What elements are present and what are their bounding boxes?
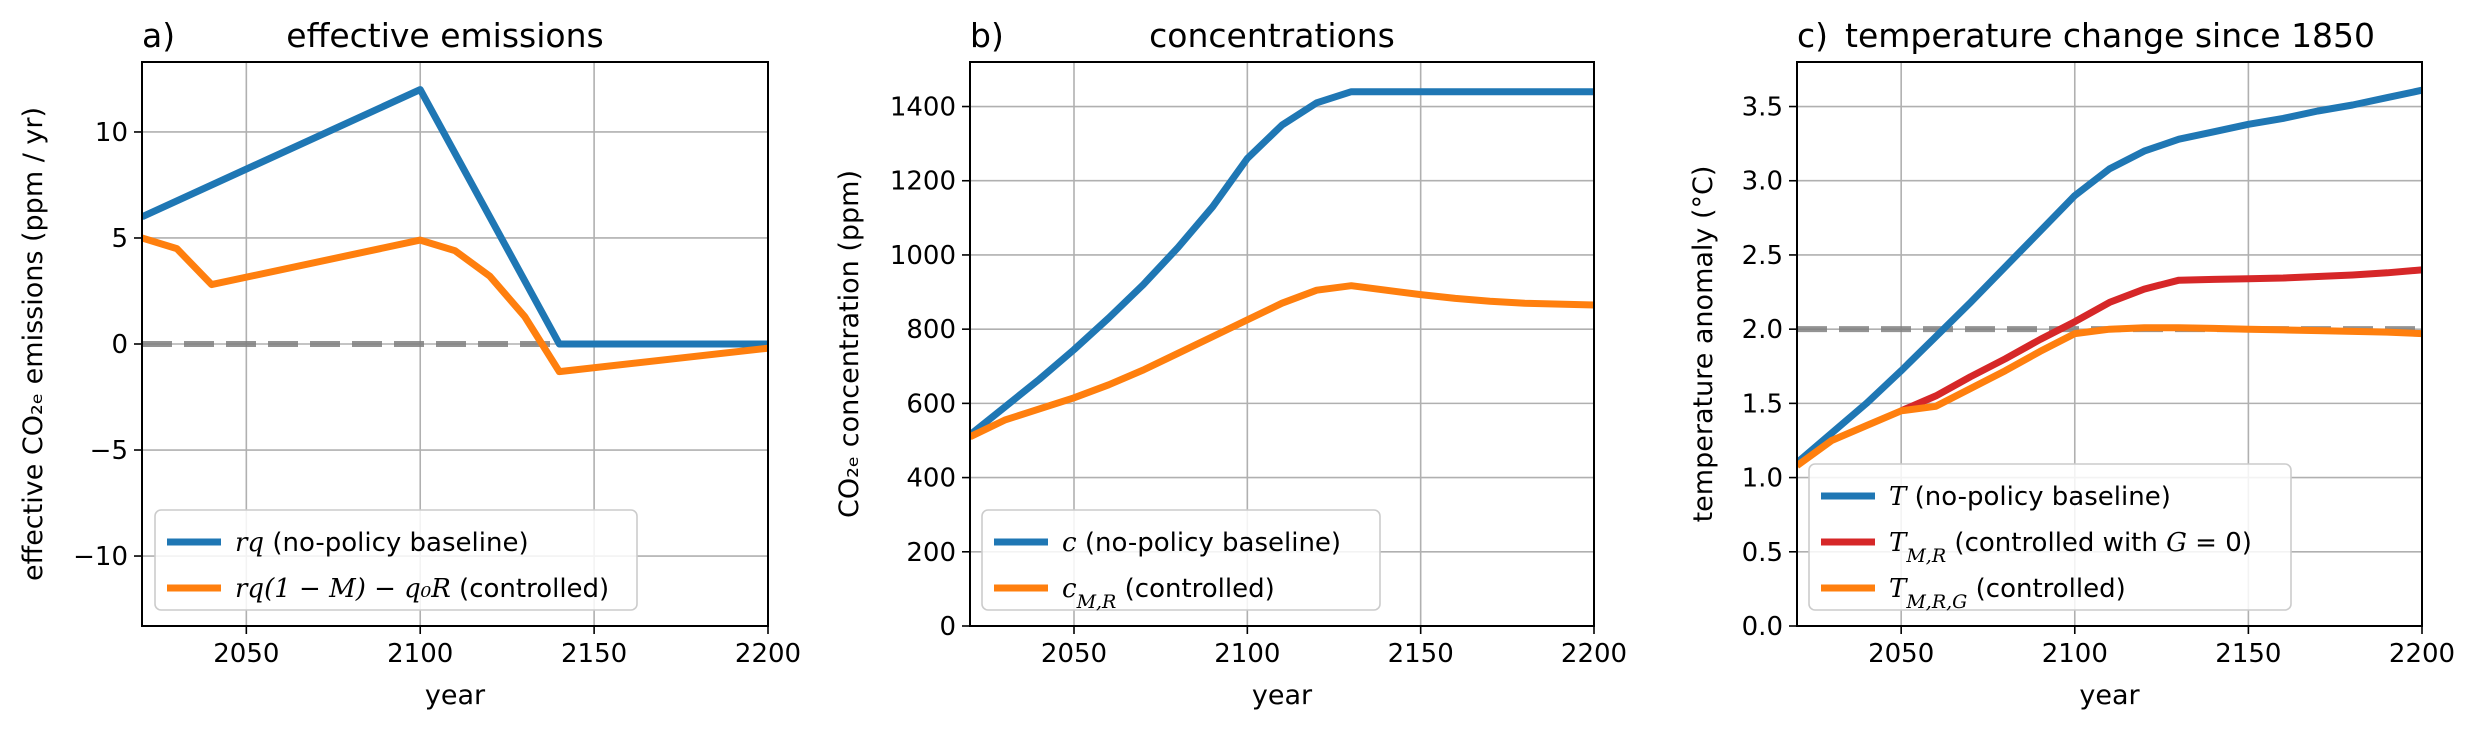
panel-label: a) — [142, 16, 175, 55]
panel-label: b) — [970, 16, 1004, 55]
y-tick-label: 200 — [906, 538, 956, 568]
y-tick-label: 0 — [939, 612, 956, 642]
legend: T (no-policy baseline) TM,R (controlled w… — [1808, 463, 2292, 613]
series-line-2 — [142, 234, 768, 376]
legend-entry: TM,R,G (controlled) — [1889, 574, 2126, 613]
legend-entry: T (no-policy baseline) — [1889, 482, 2171, 512]
y-axis-label: effective CO₂ₑ emissions (ppm / yr) — [18, 107, 49, 581]
legend-box — [1808, 463, 2292, 611]
chart-panel-1: 2050 2100 2150 2200 −10 −5 0 5 10 year effective C… — [18, 16, 801, 711]
y-tick-label: 2.0 — [1742, 315, 1783, 345]
x-tick-label: 2050 — [1041, 639, 1107, 669]
y-tick-label: 3.0 — [1742, 167, 1783, 197]
chart-title: temperature change since 1850 — [1845, 16, 2375, 55]
series-line-2 — [1899, 266, 2422, 415]
legend-entry: rq (no-policy baseline) — [235, 528, 529, 558]
x-tick-label: 2200 — [2389, 639, 2455, 669]
x-tick-label: 2100 — [387, 639, 453, 669]
legend-entry: c (no-policy baseline) — [1062, 528, 1341, 558]
y-tick-label: 600 — [906, 389, 956, 419]
y-tick-label: 0 — [111, 330, 128, 360]
y-tick-label: 400 — [906, 464, 956, 494]
legend-entry: rq(1 − M) − q₀R (controlled) — [235, 574, 609, 604]
chart-title: effective emissions — [286, 16, 603, 55]
y-tick-label: 1000 — [890, 241, 956, 271]
x-tick-label: 2100 — [2042, 639, 2108, 669]
y-tick-label: 1200 — [890, 167, 956, 197]
x-tick-label: 2100 — [1214, 639, 1280, 669]
y-tick-label: −10 — [73, 542, 128, 572]
x-axis-label: year — [425, 680, 486, 711]
series-line-1 — [970, 88, 1594, 438]
legend: c (no-policy baseline) cM,R (controlled) — [981, 509, 1381, 613]
x-tick-label: 2150 — [2215, 639, 2281, 669]
series-line-1 — [1797, 86, 2422, 466]
x-tick-label: 2150 — [561, 639, 627, 669]
y-tick-label: 2.5 — [1742, 241, 1783, 271]
x-tick-label: 2200 — [735, 639, 801, 669]
y-axis-label: CO₂ₑ concentration (ppm) — [834, 170, 865, 518]
series-line-1 — [142, 86, 768, 348]
y-tick-label: 5 — [111, 224, 128, 254]
y-tick-label: 1.0 — [1742, 464, 1783, 494]
series-line-2 — [970, 282, 1594, 440]
legend-entry: cM,R (controlled) — [1062, 574, 1275, 613]
legend-box — [154, 509, 638, 611]
x-tick-label: 2050 — [1868, 639, 1934, 669]
x-tick-label: 2150 — [1388, 639, 1454, 669]
y-tick-label: 3.5 — [1742, 93, 1783, 123]
panel-label: c) — [1797, 16, 1828, 55]
x-tick-label: 2200 — [1561, 639, 1627, 669]
y-tick-label: 10 — [95, 118, 128, 148]
plot-frame — [1796, 61, 2423, 627]
legend: rq (no-policy baseline) rq(1 − M) − q₀R (… — [154, 509, 638, 611]
plot-frame — [969, 61, 1595, 627]
legend-entry: TM,R (controlled with G = 0) — [1889, 528, 2252, 567]
y-tick-label: 0.5 — [1742, 538, 1783, 568]
chart-panel-3: 2050 2100 2150 2200 0.0 0.5 1.0 1.5 2.0 2.5 3.0 3.5… — [1688, 16, 2455, 711]
x-tick-label: 2050 — [213, 639, 279, 669]
x-axis-label: year — [1252, 680, 1313, 711]
y-tick-label: −5 — [90, 436, 128, 466]
y-tick-label: 1400 — [890, 93, 956, 123]
chart-title: concentrations — [1149, 16, 1395, 55]
chart-panel-2: 2050 2100 2150 2200 0 200 400 600 800 1000 1200 140… — [834, 16, 1627, 711]
y-tick-label: 0.0 — [1742, 612, 1783, 642]
y-tick-label: 800 — [906, 315, 956, 345]
series-line-3 — [1797, 324, 2422, 469]
x-axis-label: year — [2079, 680, 2140, 711]
legend-box — [981, 509, 1381, 611]
y-tick-label: 1.5 — [1742, 389, 1783, 419]
y-axis-label: temperature anomaly (°C) — [1688, 166, 1719, 523]
